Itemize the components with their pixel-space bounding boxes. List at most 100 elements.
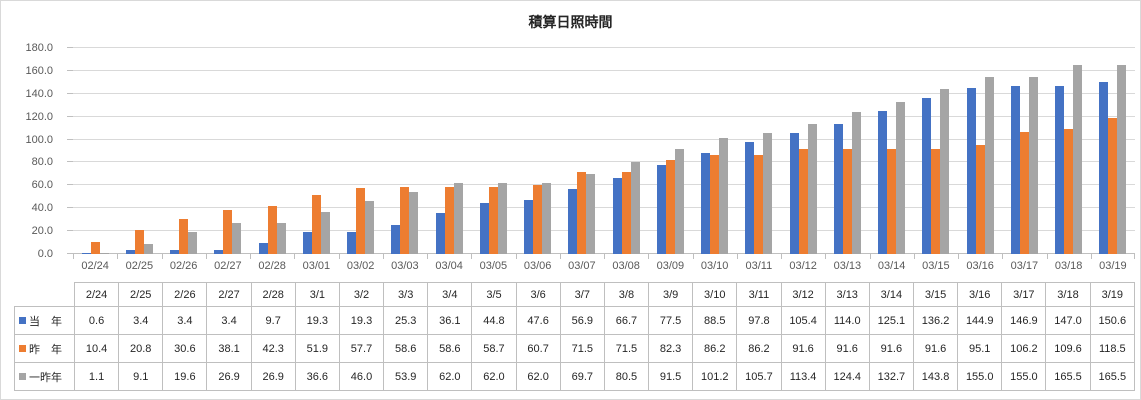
table-value-cell: 62.0 bbox=[427, 362, 473, 391]
bar-当年 bbox=[789, 133, 799, 254]
bar-group bbox=[870, 48, 914, 254]
table-header-cell: 3/15 bbox=[912, 282, 959, 307]
bar-当年 bbox=[612, 177, 622, 254]
bar-一昨年 bbox=[763, 133, 773, 254]
table-header-cell: 2/25 bbox=[118, 282, 164, 307]
bar-group bbox=[825, 48, 869, 254]
y-axis-tick-label: 40.0 bbox=[31, 202, 53, 215]
y-axis-tick bbox=[67, 115, 73, 117]
table-value-cell: 58.6 bbox=[427, 334, 473, 363]
table-value-cell: 19.3 bbox=[338, 306, 385, 335]
table-value-cell: 1.1 bbox=[73, 362, 120, 391]
table-value-cell: 86.2 bbox=[736, 334, 782, 363]
x-axis-tick-label: 02/27 bbox=[214, 260, 242, 272]
bar-group bbox=[250, 48, 294, 254]
y-axis-tick-label: 140.0 bbox=[25, 87, 53, 100]
bar-当年 bbox=[479, 202, 489, 254]
bar-一昨年 bbox=[984, 76, 994, 254]
table-value-cell: 77.5 bbox=[648, 306, 694, 335]
bar-一昨年 bbox=[143, 243, 153, 254]
table-value-cell: 114.0 bbox=[824, 306, 870, 335]
table-value-cell: 9.1 bbox=[118, 362, 164, 391]
bar-昨年 bbox=[179, 218, 189, 254]
table-value-cell: 146.9 bbox=[1001, 306, 1047, 335]
bar-一昨年 bbox=[719, 138, 729, 254]
bar-当年 bbox=[302, 231, 312, 254]
table-row-昨年: 昨 年 10.4 20.8 30.6 38.1 42.3 51.9 57.7 58.6 58.6 5… bbox=[14, 334, 1136, 363]
bar-group bbox=[117, 48, 161, 254]
legend-key-icon bbox=[19, 344, 26, 352]
bar-当年 bbox=[745, 142, 755, 254]
x-axis-labels: 02/24 02/25 02/26 02/27 02/28 03/01 03/02 03/03… bbox=[73, 260, 1135, 272]
bar-group bbox=[73, 48, 117, 254]
bar-group bbox=[339, 48, 383, 254]
bar-group bbox=[781, 48, 825, 254]
chart-data-table: 2/24 2/25 2/26 2/27 2/28 3/1 3/2 3/3 3/4 3/5 3/6 3/… bbox=[14, 282, 1136, 391]
legend-cell: 一昨年 bbox=[14, 362, 75, 391]
bar-group bbox=[162, 48, 206, 254]
bar-昨年 bbox=[665, 159, 675, 254]
table-value-cell: 88.5 bbox=[692, 306, 738, 335]
y-axis-tick bbox=[67, 253, 73, 254]
x-axis-tick-label: 03/07 bbox=[568, 260, 596, 272]
x-axis-tick-label: 03/10 bbox=[700, 260, 729, 272]
gridline bbox=[73, 138, 1135, 140]
x-axis-tick bbox=[736, 254, 738, 259]
x-axis-tick bbox=[515, 254, 517, 259]
bar-一昨年 bbox=[630, 161, 640, 254]
legend-key-icon bbox=[19, 316, 26, 324]
table-value-cell: 66.7 bbox=[603, 306, 650, 335]
y-axis-tick-label: 180.0 bbox=[25, 42, 53, 54]
bar-昨年 bbox=[267, 205, 277, 254]
bar-一昨年 bbox=[807, 124, 817, 254]
table-row-当年: 当 年 0.6 3.4 3.4 3.4 9.7 19.3 19.3 25.3 36.1 44.8 47… bbox=[14, 306, 1136, 335]
bar-group bbox=[604, 48, 648, 254]
table-value-cell: 80.5 bbox=[603, 362, 650, 391]
table-value-cell: 69.7 bbox=[559, 362, 605, 391]
bar-一昨年 bbox=[188, 231, 198, 254]
table-value-cell: 60.7 bbox=[515, 334, 561, 363]
gridline bbox=[73, 115, 1135, 117]
table-header-cell: 2/24 bbox=[73, 282, 120, 307]
bar-昨年 bbox=[400, 186, 410, 254]
bar-一昨年 bbox=[232, 223, 242, 254]
x-axis-tick bbox=[958, 254, 959, 259]
table-value-cell: 91.6 bbox=[868, 334, 914, 363]
gridline bbox=[73, 253, 1135, 254]
bar-昨年 bbox=[223, 210, 233, 254]
bar-当年 bbox=[214, 250, 224, 254]
bar-昨年 bbox=[488, 186, 498, 254]
y-axis-tick bbox=[67, 138, 73, 140]
table-value-cell: 97.8 bbox=[736, 306, 782, 335]
bar-当年 bbox=[524, 199, 534, 254]
table-value-cell: 62.0 bbox=[471, 362, 517, 391]
y-axis-tick-label: 160.0 bbox=[25, 64, 53, 77]
x-axis-tick bbox=[1134, 254, 1135, 259]
series-name-label: 一昨年 bbox=[29, 371, 62, 384]
bar-group bbox=[737, 48, 781, 254]
table-value-cell: 125.1 bbox=[868, 306, 914, 335]
gridline bbox=[73, 161, 1135, 163]
bar-当年 bbox=[922, 98, 932, 254]
table-header-cell: 3/14 bbox=[868, 282, 914, 307]
bar-一昨年 bbox=[99, 252, 109, 254]
gridline bbox=[73, 92, 1135, 94]
legend-cell: 昨 年 bbox=[14, 334, 75, 363]
table-value-cell: 136.2 bbox=[912, 306, 959, 335]
x-axis-tick-label: 03/01 bbox=[302, 260, 331, 272]
table-value-cell: 113.4 bbox=[780, 362, 826, 391]
table-value-cell: 91.5 bbox=[648, 362, 694, 391]
table-value-cell: 132.7 bbox=[868, 362, 914, 391]
bar-当年 bbox=[1099, 81, 1109, 254]
x-axis-tick-label: 03/19 bbox=[1099, 260, 1127, 272]
table-value-cell: 42.3 bbox=[250, 334, 296, 363]
bar-昨年 bbox=[533, 184, 543, 254]
y-axis-tick bbox=[67, 184, 73, 186]
y-axis-tick bbox=[67, 161, 73, 163]
bar-一昨年 bbox=[1073, 64, 1083, 254]
x-axis-tick bbox=[338, 254, 340, 259]
x-axis-tick bbox=[382, 254, 384, 259]
table-value-cell: 58.6 bbox=[383, 334, 429, 363]
y-axis-tick bbox=[67, 92, 73, 94]
bar-group bbox=[383, 48, 427, 254]
